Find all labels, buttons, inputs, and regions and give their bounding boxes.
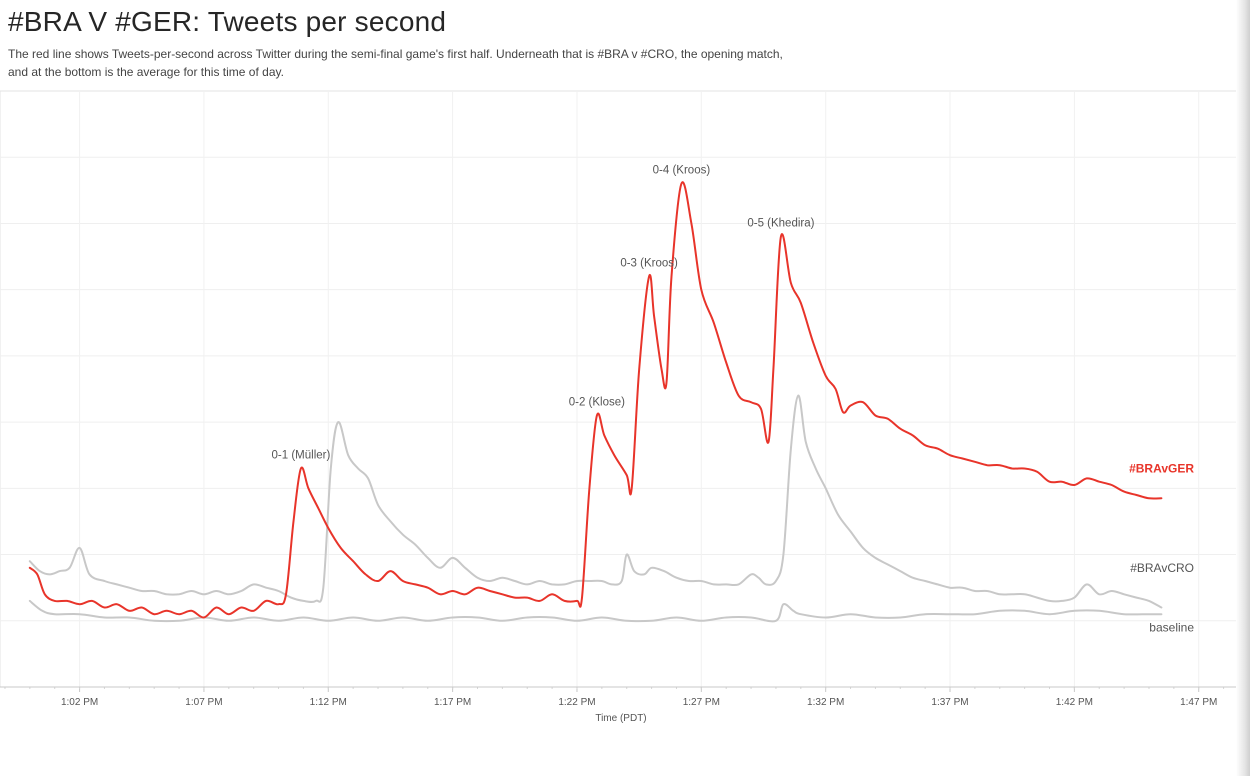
series-line-bravcro (28, 394, 1163, 609)
chart-subtitle: The red line shows Tweets-per-second acr… (8, 45, 1088, 81)
goal-annotation: 0-2 (Klose) (569, 396, 625, 408)
goal-annotation: 0-3 (Kroos) (620, 257, 678, 269)
x-tick-label: 1:22 PM (558, 697, 595, 708)
goal-annotation: 0-4 (Kroos) (653, 165, 711, 177)
x-tick-label: 1:47 PM (1180, 697, 1217, 708)
series-label: baseline (1149, 620, 1194, 634)
x-tick-label: 1:32 PM (807, 697, 844, 708)
series-label: #BRAvCRO (1130, 561, 1194, 575)
x-axis-label: Time (PDT) (595, 713, 646, 724)
goal-annotation: 0-5 (Khedira) (747, 218, 814, 230)
x-tick-label: 1:12 PM (310, 697, 347, 708)
x-tick-label: 1:02 PM (61, 697, 98, 708)
series-lines (28, 181, 1163, 623)
x-tick-label: 1:07 PM (185, 697, 222, 708)
series-label: #BRAvGER (1129, 461, 1194, 475)
x-tick-label: 1:42 PM (1056, 697, 1093, 708)
x-tick-label: 1:27 PM (683, 697, 720, 708)
plot-frame (0, 90, 1242, 688)
gridlines (0, 91, 1241, 687)
goal-annotations: 0-1 (Müller) 0-2 (Klose) 0-3 (Kroos) 0-4 (K… (272, 165, 815, 462)
subtitle-line-2: and at the bottom is the average for thi… (8, 65, 284, 79)
subtitle-line-1: The red line shows Tweets-per-second acr… (8, 47, 783, 61)
series-line-baseline (28, 599, 1163, 623)
chart-title: #BRA V #GER: Tweets per second (8, 6, 447, 37)
x-axis-ticks: 1:02 PM 1:07 PM 1:12 PM 1:17 PM 1:22 PM 1:27 … (4, 687, 1225, 708)
x-tick-label: 1:37 PM (931, 697, 968, 708)
window-edge (1236, 0, 1250, 776)
series-labels: #BRAvGER #BRAvCRO baseline (1129, 461, 1194, 634)
x-tick-label: 1:17 PM (434, 697, 471, 708)
series-line-bravger (28, 181, 1163, 619)
goal-annotation: 0-1 (Müller) (272, 449, 331, 461)
